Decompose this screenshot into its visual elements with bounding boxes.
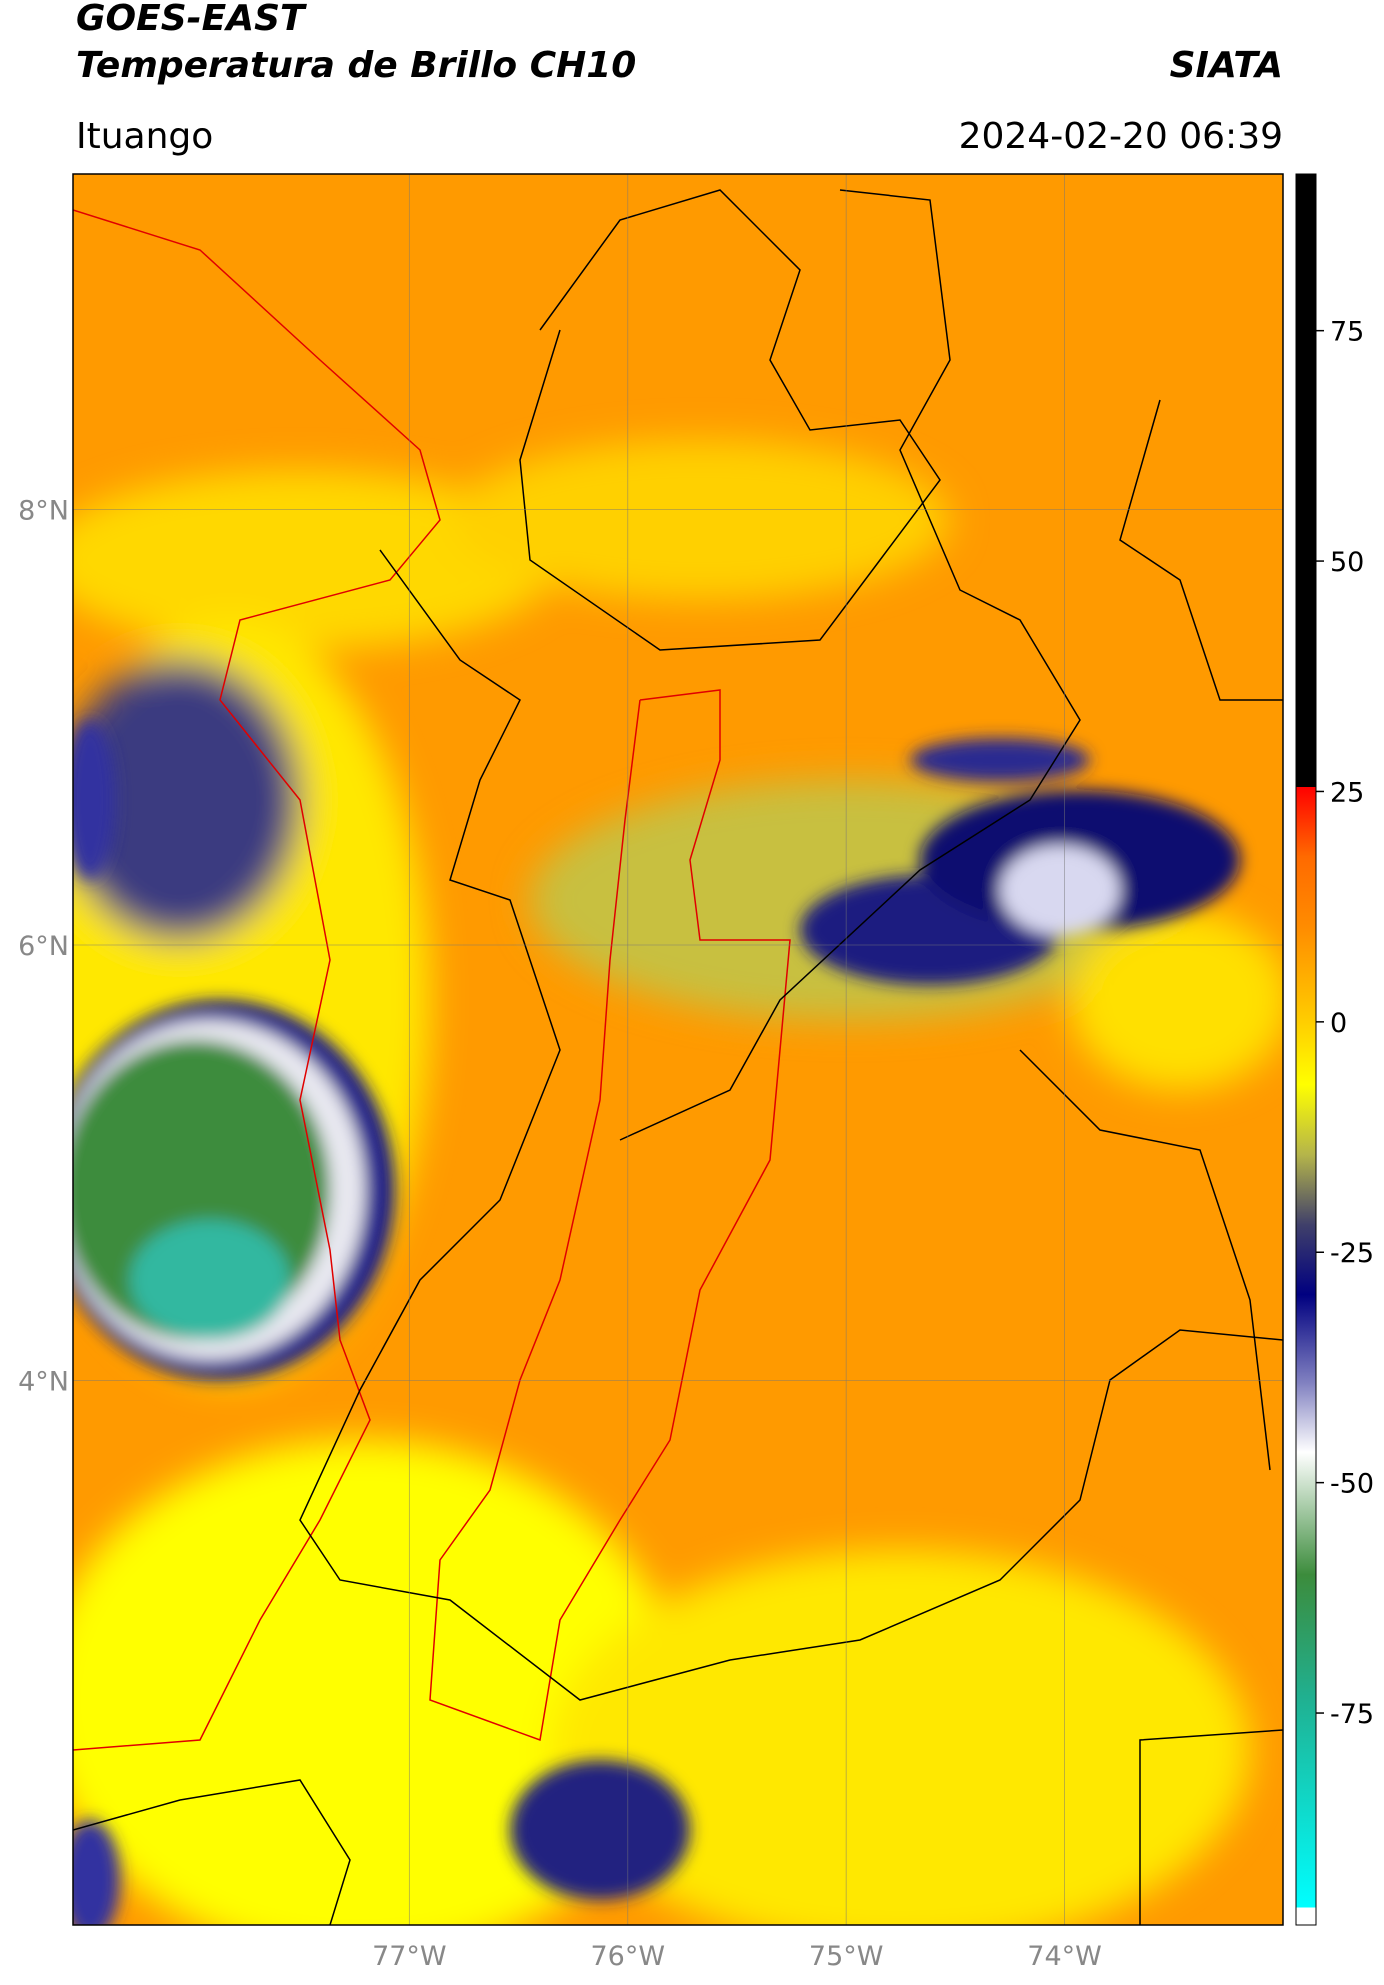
map-frame: [72, 173, 1284, 1926]
colorbar: [1295, 173, 1317, 1926]
satellite-image: [73, 174, 1283, 1925]
colorbar-tick-label: -75: [1330, 1699, 1374, 1730]
colorbar-tick-label: 75: [1330, 317, 1364, 348]
lon-label: 75°W: [809, 1941, 884, 1972]
datetime: 2024-02-20 06:39: [959, 116, 1283, 157]
lon-label: 74°W: [1027, 1941, 1102, 1972]
colorbar-ticks: 75 50 25 0 -25 -50 -75: [1316, 317, 1374, 1730]
colorbar-tick-label: -25: [1330, 1238, 1374, 1269]
colorbar-tick-label: 0: [1330, 1008, 1347, 1039]
lat-label: 8°N: [18, 495, 69, 526]
subtitle: Temperatura de Brillo CH10: [76, 45, 636, 86]
title: GOES-EAST: [76, 0, 307, 39]
lon-label: 77°W: [372, 1941, 447, 1972]
lat-label: 4°N: [18, 1367, 69, 1398]
lon-label: 76°W: [590, 1941, 665, 1972]
colorbar-tick-label: -50: [1330, 1469, 1374, 1500]
graticule: [73, 174, 1283, 1925]
agency: SIATA: [1170, 45, 1283, 86]
colorbar-tick-label: 50: [1330, 547, 1364, 578]
lat-label: 6°N: [18, 931, 69, 962]
location: Ituango: [76, 116, 213, 157]
colorbar-tick-label: 25: [1330, 777, 1364, 808]
